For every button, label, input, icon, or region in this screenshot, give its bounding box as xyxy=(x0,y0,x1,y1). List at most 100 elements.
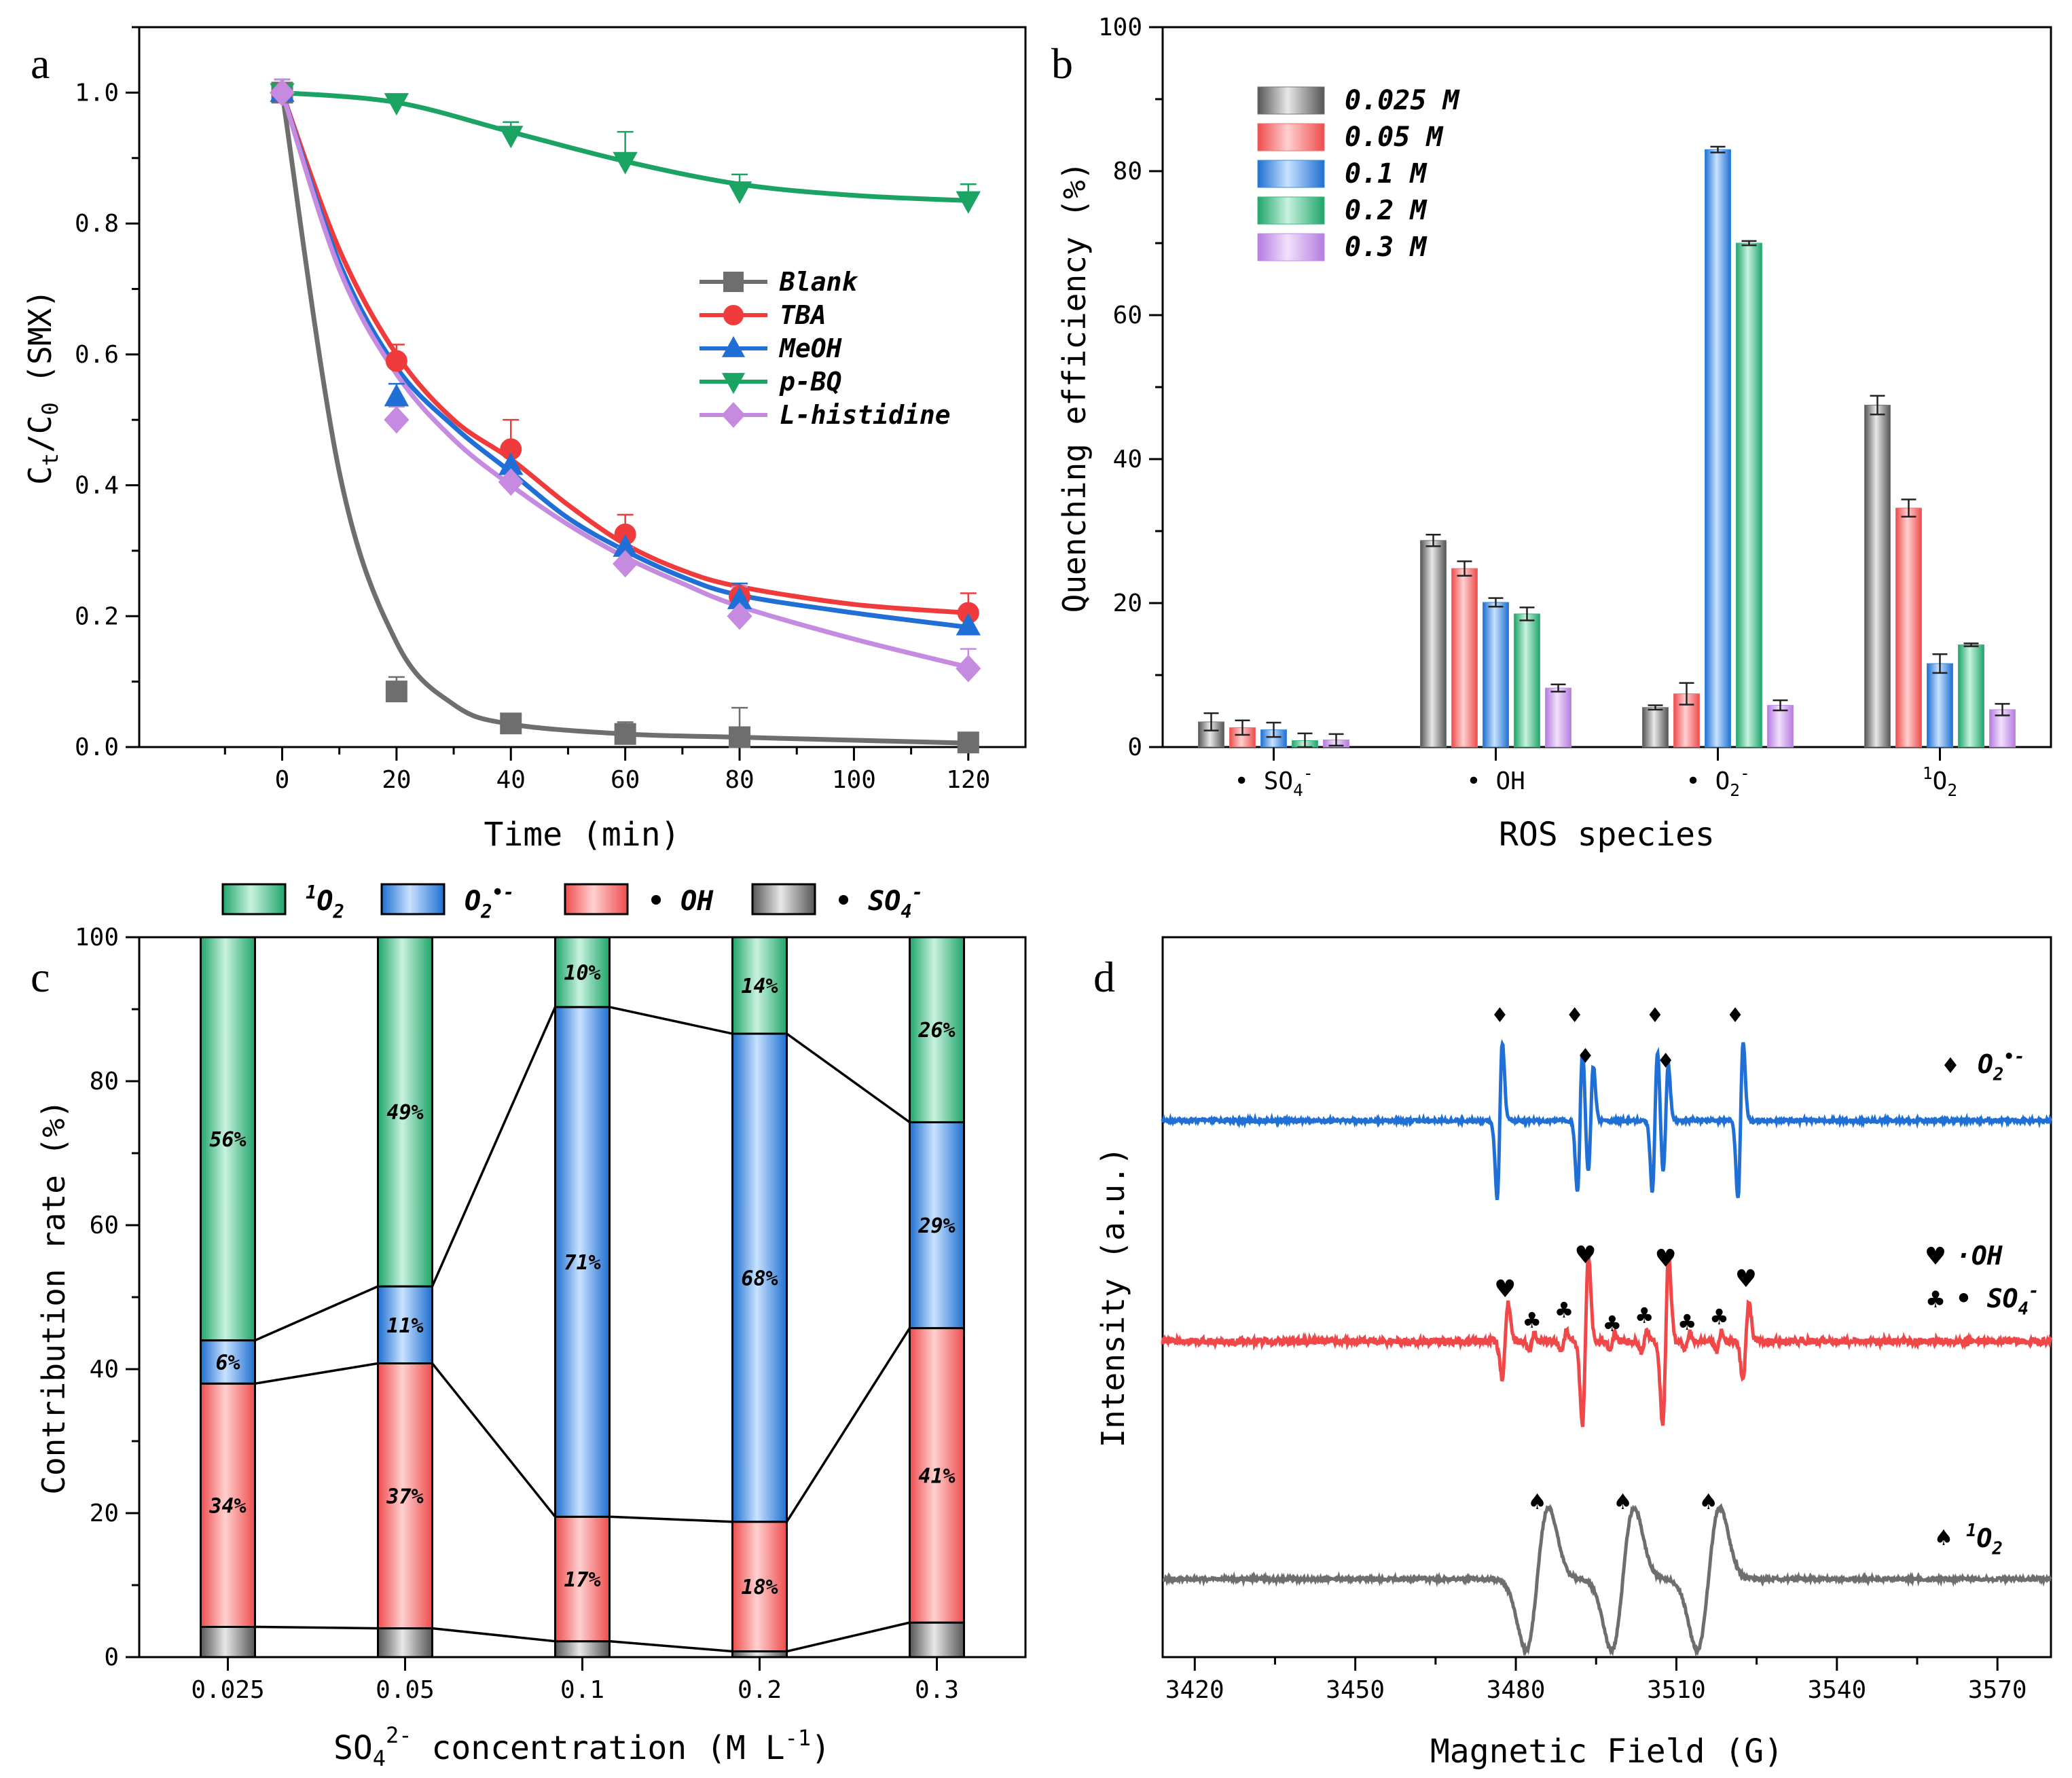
c-connector-line xyxy=(431,1006,557,1287)
b-y-tick-label: 100 xyxy=(1098,14,1142,41)
a-marker-Blank xyxy=(500,712,522,735)
c-legend-swatch xyxy=(380,883,446,915)
c-connector-line xyxy=(786,1621,910,1653)
c-legend-label-part: O xyxy=(316,886,333,917)
a-marker-p-BQ xyxy=(727,181,752,204)
b-legend-label: 0.1 M xyxy=(1345,158,1428,189)
panel-c-x-axis-label: SO42- concentration (M L-1) xyxy=(333,1722,831,1771)
d-x-tick-label: 3480 xyxy=(1487,1676,1546,1704)
b-x-tick-label-part: • OH xyxy=(1466,767,1525,795)
a-marker-p-BQ xyxy=(384,93,410,116)
c-x-tick-label: 0.05 xyxy=(376,1676,435,1704)
b-bar xyxy=(1895,507,1922,748)
a-x-tick-label: 20 xyxy=(382,766,411,794)
a-marker-p-BQ xyxy=(498,126,524,149)
panel-b-bars xyxy=(1198,145,2016,748)
c-bar-1O2 xyxy=(554,936,611,1009)
a-marker-p-BQ xyxy=(613,151,638,175)
b-x-tick-label-part: - xyxy=(1740,763,1750,783)
b-x-tick-label: 1O2 xyxy=(1923,763,1957,800)
d-spade-marker: ♠ xyxy=(1613,1489,1633,1514)
d-legend-marker: ♥ xyxy=(1925,1243,1946,1271)
c-bar-OH xyxy=(377,1362,433,1630)
b-legend-label: 0.025 M xyxy=(1345,85,1460,116)
b-x-tick-label: • SO4- xyxy=(1234,763,1313,800)
c-bar-1O2 xyxy=(377,936,433,1288)
a-marker-L-histidine xyxy=(727,602,752,630)
d-heart-marker: ♥ xyxy=(1494,1275,1516,1303)
panel-c-y-axis-label: Contribution rate (%) xyxy=(35,1100,72,1495)
d-legend-label-part: 2 xyxy=(1993,1065,2004,1085)
c-bar-label: 41% xyxy=(918,1464,955,1488)
d-x-tick-label: 3540 xyxy=(1807,1676,1866,1704)
b-bar xyxy=(1767,705,1794,748)
c-bar-label: 18% xyxy=(741,1576,778,1599)
b-legend-swatch xyxy=(1257,86,1325,115)
d-diamond-marker: ♦ xyxy=(1491,1004,1509,1028)
d-diamond-marker: ♦ xyxy=(1726,1004,1745,1028)
c-legend-swatch xyxy=(221,883,287,915)
c-bar-SO4 xyxy=(200,1625,256,1658)
d-x-tick-label: 3570 xyxy=(1968,1676,2027,1704)
c-connector-line xyxy=(786,1032,911,1123)
panel-a-frame xyxy=(138,26,1027,748)
c-legend-swatch xyxy=(564,883,629,915)
d-heart-marker: ♥ xyxy=(1735,1265,1757,1293)
c-bar-label: 68% xyxy=(741,1267,778,1290)
d-club-marker: ♣ xyxy=(1635,1303,1654,1328)
c-bar-SO4 xyxy=(909,1621,965,1658)
a-fit-line-MeOH xyxy=(280,92,969,630)
a-x-tick-label: 40 xyxy=(496,766,526,794)
d-x-tick-label: 3420 xyxy=(1165,1676,1224,1704)
c-bar-label: 49% xyxy=(386,1101,423,1125)
c-connector-line xyxy=(255,1625,378,1630)
d-legend-label: O2•- xyxy=(1978,1047,2024,1085)
d-club-marker: ♣ xyxy=(1555,1297,1574,1323)
a-legend-label: L-histidine xyxy=(780,400,951,430)
a-marker-Blank xyxy=(385,681,407,703)
c-y-tick-label: 80 xyxy=(90,1068,119,1095)
b-bar xyxy=(1451,568,1478,748)
d-legend-label-part: O xyxy=(1978,1049,1993,1079)
b-x-tick-label: • O2- xyxy=(1686,763,1750,800)
a-legend-marker xyxy=(723,305,744,325)
d-legend-label-part: •- xyxy=(2003,1047,2024,1067)
panel-c-bars: 34% 6% 56% 37% 11% 49% 17% 71% 10% 18% 68% 14% 41% 29… xyxy=(200,936,965,1658)
c-connector-line xyxy=(609,1639,733,1653)
panel-d-y-axis-label: Intensity (a.u.) xyxy=(1095,1146,1131,1447)
a-y-tick-label: 0.4 xyxy=(75,472,119,500)
a-legend-marker xyxy=(721,402,746,428)
a-marker-MeOH xyxy=(956,613,981,636)
panel-b-y-axis-label: Quenching efficiency (%) xyxy=(1056,162,1093,613)
a-fit-line-TBA xyxy=(280,92,969,615)
b-y-tick-label: 80 xyxy=(1113,158,1142,185)
panel-b-x-axis-label: ROS species xyxy=(1499,816,1715,854)
c-y-tick-label: 0 xyxy=(104,1644,119,1671)
panel-label-b: b xyxy=(1051,39,1073,88)
a-y-tick-label: 0.2 xyxy=(75,602,119,630)
b-bar xyxy=(1545,687,1571,748)
d-legend-label-part: O xyxy=(1977,1523,1993,1553)
d-legend-label: ·OH xyxy=(1956,1241,2003,1271)
d-diamond-marker: ♦ xyxy=(1656,1049,1675,1073)
c-connector-line xyxy=(609,1006,733,1035)
a-x-tick-label: 80 xyxy=(725,766,754,794)
a-marker-L-histidine xyxy=(384,405,410,434)
d-legend-marker: ♦ xyxy=(1941,1053,1961,1078)
c-bar-SO4 xyxy=(377,1627,433,1658)
c-legend-label-part: 1 xyxy=(306,882,316,903)
c-bar-label: 11% xyxy=(386,1314,423,1338)
a-marker-Blank xyxy=(614,723,636,745)
b-x-tick-label-part: • SO xyxy=(1234,767,1293,795)
a-marker-L-histidine xyxy=(956,655,981,683)
c-y-tick-label: 60 xyxy=(90,1212,119,1239)
d-club-marker: ♣ xyxy=(1677,1309,1697,1335)
c-legend-label-part: • SO xyxy=(835,886,901,917)
c-legend-label: • OH xyxy=(648,886,714,917)
c-bar-O2rad xyxy=(377,1285,433,1365)
a-x-tick-label: 100 xyxy=(832,766,876,794)
c-bar-label: 37% xyxy=(386,1485,423,1509)
